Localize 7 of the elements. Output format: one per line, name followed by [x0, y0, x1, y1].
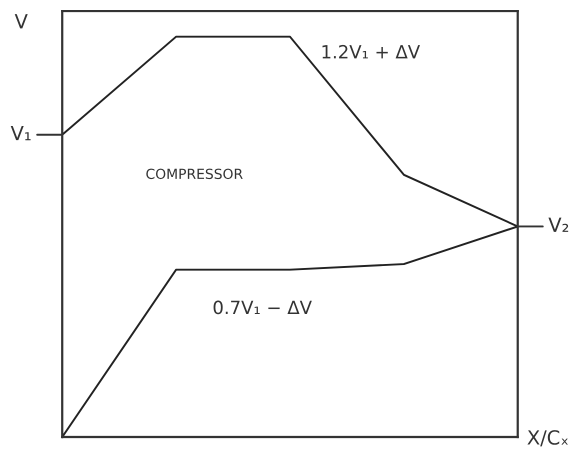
y-axis-title: V — [14, 14, 28, 28]
series-label: 0.7V₁ − ΔV — [214, 300, 312, 314]
text: V₂ — [548, 218, 568, 232]
text: V₁ — [10, 126, 31, 140]
annotation: COMPRESSOR — [146, 168, 243, 180]
series-label: 1.2V₁ + ΔV — [322, 44, 420, 58]
x-axis-title: X/Cₓ — [527, 430, 568, 446]
